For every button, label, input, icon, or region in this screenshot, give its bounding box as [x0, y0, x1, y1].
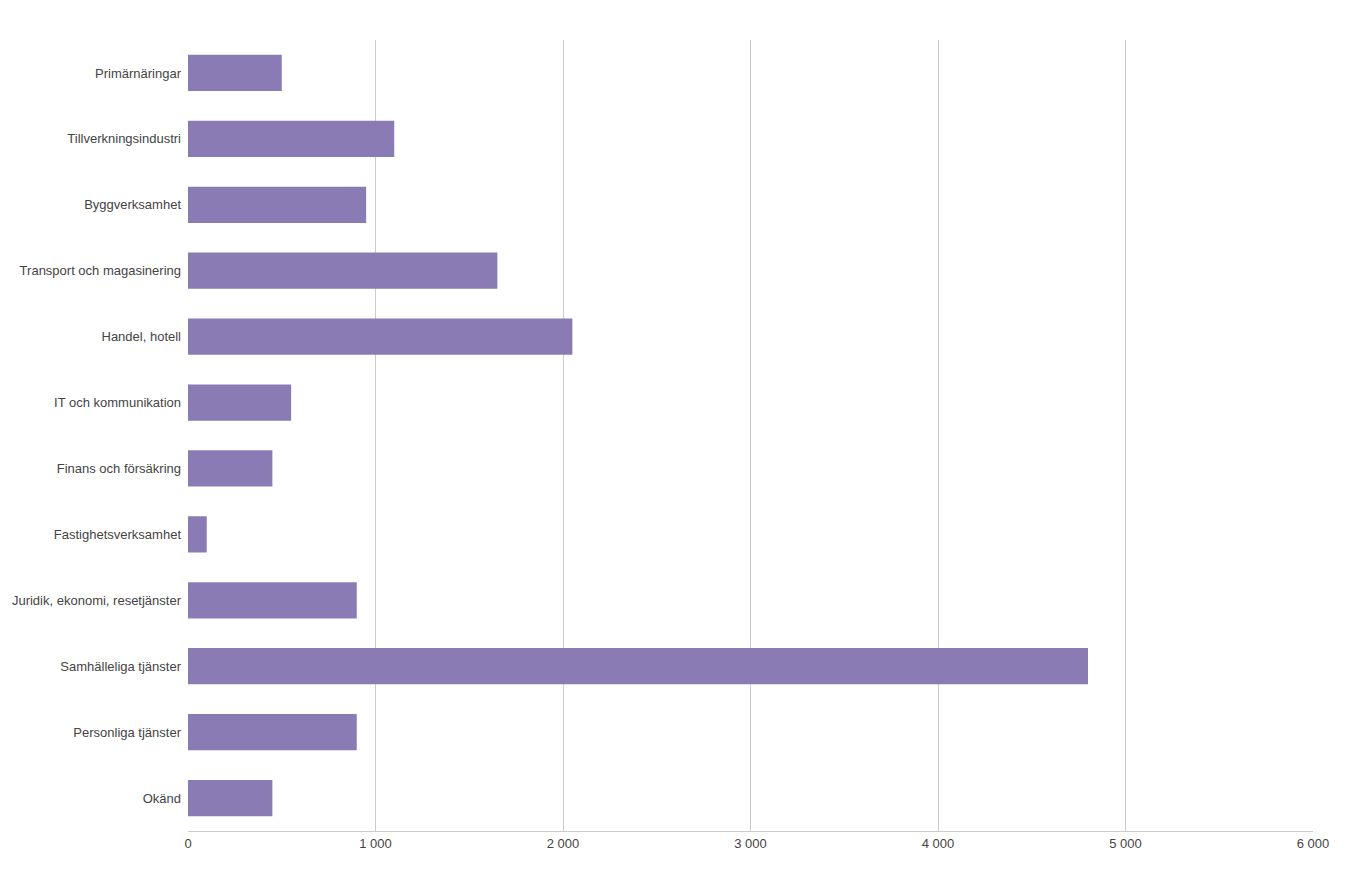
svg-text:IT och kommunikation: IT och kommunikation — [54, 395, 181, 410]
svg-text:3 000: 3 000 — [734, 836, 767, 851]
svg-text:0: 0 — [184, 836, 191, 851]
svg-text:Fastighetsverksamhet: Fastighetsverksamhet — [54, 527, 182, 542]
svg-text:Byggverksamhet: Byggverksamhet — [84, 197, 181, 212]
svg-text:Juridik, ekonomi, resetjänster: Juridik, ekonomi, resetjänster — [12, 593, 182, 608]
svg-text:6 000: 6 000 — [1297, 836, 1330, 851]
svg-text:2 000: 2 000 — [547, 836, 580, 851]
svg-text:1 000: 1 000 — [359, 836, 392, 851]
svg-text:Okänd: Okänd — [143, 791, 181, 806]
svg-text:Tillverkningsindustri: Tillverkningsindustri — [67, 131, 181, 146]
svg-text:Personliga tjänster: Personliga tjänster — [73, 725, 181, 740]
svg-text:5 000: 5 000 — [1109, 836, 1142, 851]
svg-text:Primärnäringar: Primärnäringar — [95, 66, 182, 81]
svg-text:4 000: 4 000 — [922, 836, 955, 851]
svg-text:Samhälleliga tjänster: Samhälleliga tjänster — [60, 659, 181, 674]
svg-text:Finans och försäkring: Finans och försäkring — [57, 461, 181, 476]
svg-text:Handel, hotell: Handel, hotell — [102, 329, 182, 344]
svg-text:Transport och magasinering: Transport och magasinering — [20, 263, 181, 278]
